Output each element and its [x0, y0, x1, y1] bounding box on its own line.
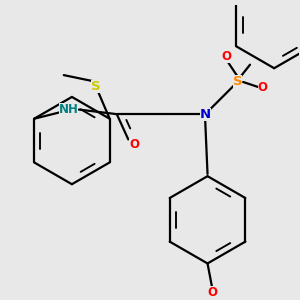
Text: S: S [232, 76, 242, 88]
Text: N: N [200, 108, 211, 121]
Text: O: O [129, 137, 139, 151]
Text: S: S [91, 80, 101, 93]
Text: O: O [207, 286, 217, 299]
Text: NH: NH [58, 103, 79, 116]
Text: O: O [221, 50, 231, 63]
Text: O: O [258, 81, 268, 94]
